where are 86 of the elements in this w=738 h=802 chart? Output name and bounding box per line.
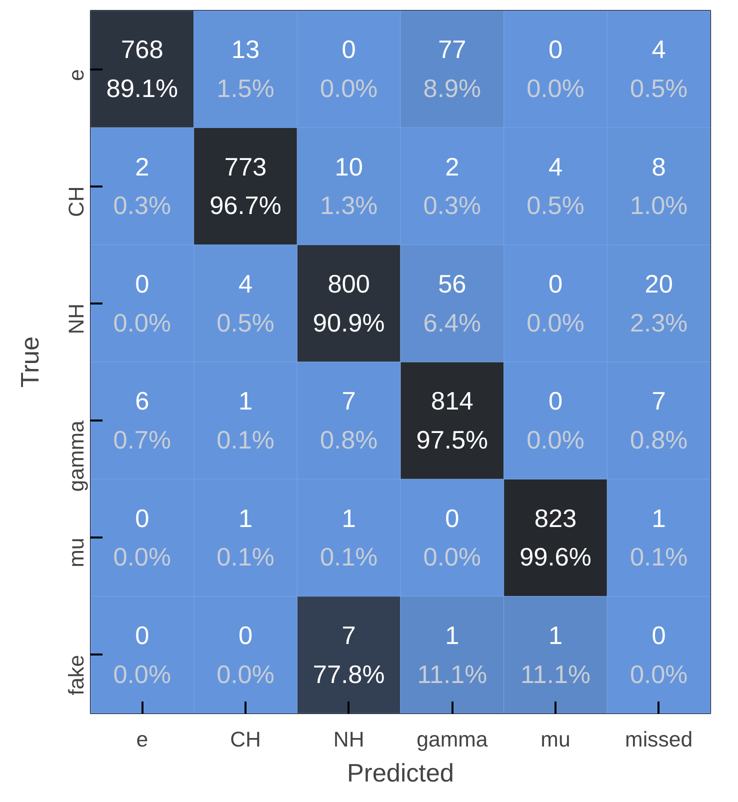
data-label: 0 xyxy=(135,622,150,650)
data-label: 768 xyxy=(121,36,164,64)
data-label: 8 xyxy=(652,153,666,182)
data-label: 1 xyxy=(652,504,666,533)
data-label: 7 xyxy=(652,388,666,416)
annotation: 0.1% xyxy=(630,544,688,572)
annotation: 0.0% xyxy=(113,544,172,572)
y-tick-label: gamma xyxy=(64,420,88,492)
data-label: 0 xyxy=(342,36,356,64)
annotation: 2.3% xyxy=(630,309,688,338)
data-label: 10 xyxy=(334,153,363,182)
x-axis-title: Predicted xyxy=(347,760,454,788)
annotation: 99.6% xyxy=(520,544,592,572)
annotation: 89.1% xyxy=(106,75,178,103)
annotation: 0.0% xyxy=(113,660,172,689)
annotation: 97.5% xyxy=(416,426,488,454)
annotation: 0.7% xyxy=(113,426,172,454)
data-label: 823 xyxy=(534,504,577,533)
annotation: 0.0% xyxy=(423,544,482,572)
data-label: 2 xyxy=(445,153,460,182)
annotation: 8.9% xyxy=(423,75,482,103)
data-label: 800 xyxy=(328,270,370,298)
y-tick-label: CH xyxy=(64,186,88,218)
x-tick-label: gamma xyxy=(416,728,488,752)
x-tick-label: missed xyxy=(625,728,693,752)
data-label: 1 xyxy=(342,504,356,533)
data-label: 773 xyxy=(224,153,267,182)
annotation: 0.0% xyxy=(526,309,584,338)
data-label: 7 xyxy=(342,388,356,416)
data-label: 0 xyxy=(548,36,563,64)
annotation: 0.0% xyxy=(113,309,172,338)
data-label: 77 xyxy=(438,36,466,64)
data-label: 1 xyxy=(238,388,253,416)
annotation: 0.0% xyxy=(320,75,378,103)
data-label: 7 xyxy=(342,622,356,650)
data-label: 0 xyxy=(135,270,150,298)
y-tick-label: e xyxy=(64,69,88,81)
y-tick-label: mu xyxy=(64,538,88,568)
x-tick-label: NH xyxy=(333,728,364,752)
annotation: 0.3% xyxy=(113,192,172,220)
data-label: 0 xyxy=(548,388,563,416)
annotation: 0.0% xyxy=(216,660,274,689)
annotation: 0.5% xyxy=(216,309,274,338)
data-label: 0 xyxy=(652,622,666,650)
data-label: 814 xyxy=(431,388,474,416)
data-label: 1 xyxy=(445,622,460,650)
annotation: 0.1% xyxy=(320,544,378,572)
annotation: 0.8% xyxy=(320,426,378,454)
annotation: 11.1% xyxy=(417,660,488,689)
data-label: 13 xyxy=(231,36,260,64)
x-tick-label: CH xyxy=(230,728,261,752)
annotation: 6.4% xyxy=(423,309,482,338)
data-label: 0 xyxy=(548,270,563,298)
data-label: 4 xyxy=(238,270,253,298)
annotation: 96.7% xyxy=(210,192,282,220)
annotation: 0.0% xyxy=(630,660,688,689)
annotation: 0.0% xyxy=(526,426,584,454)
annotation: 0.5% xyxy=(526,192,584,220)
annotation: 1.0% xyxy=(630,192,688,220)
data-label: 6 xyxy=(135,388,150,416)
data-label: 20 xyxy=(644,270,673,298)
annotation: 0.8% xyxy=(630,426,688,454)
annotation: 0.0% xyxy=(526,75,584,103)
annotation: 0.1% xyxy=(216,544,274,572)
annotation: 77.8% xyxy=(312,660,385,689)
annotation: 0.1% xyxy=(216,426,274,454)
x-tick-label: mu xyxy=(540,728,570,752)
annotation: 1.5% xyxy=(216,75,274,103)
data-label: 0 xyxy=(135,504,150,533)
annotation: 0.5% xyxy=(630,75,688,103)
data-label: 0 xyxy=(238,622,253,650)
y-tick-label: fake xyxy=(64,654,88,696)
annotation: 0.3% xyxy=(423,192,482,220)
y-tick-label: NH xyxy=(64,303,88,334)
x-tick-label: e xyxy=(136,728,148,752)
annotation: 1.3% xyxy=(320,192,378,220)
annotation: 90.9% xyxy=(312,309,385,338)
data-label: 56 xyxy=(438,270,466,298)
data-label: 2 xyxy=(135,153,150,182)
data-label: 1 xyxy=(238,504,253,533)
data-label: 4 xyxy=(548,153,563,182)
data-label: 1 xyxy=(548,622,563,650)
y-axis-title: True xyxy=(16,336,44,388)
annotation: 11.1% xyxy=(520,660,590,689)
data-label: 4 xyxy=(652,36,666,64)
data-label: 0 xyxy=(445,504,460,533)
